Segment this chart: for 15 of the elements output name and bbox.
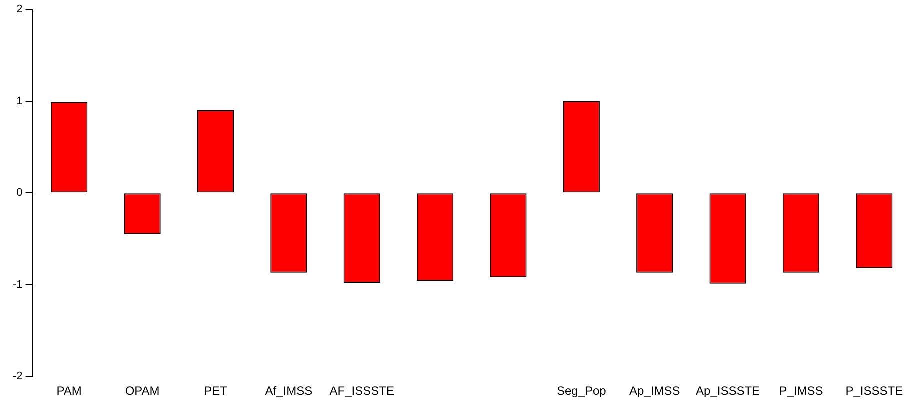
y-tick-label: 2	[16, 4, 23, 16]
x-tick-label: Ap_IMSS	[630, 384, 680, 398]
x-tick-label: OPAM	[125, 384, 160, 398]
x-tick-label: P_ISSSTE	[846, 384, 904, 398]
x-tick-label: Ap_ISSSTE	[696, 384, 760, 398]
x-tick-label: AF_ISSSTE	[330, 384, 394, 398]
x-tick-label: PET	[204, 384, 228, 398]
x-tick-label: P_IMSS	[779, 384, 824, 398]
y-tick-label: 0	[16, 187, 23, 200]
y-tick-label: 1	[16, 95, 23, 108]
x-tick-label: Seg_Pop	[556, 384, 607, 398]
x-tick-label: PAM	[56, 384, 82, 398]
y-tick-label: -2	[13, 370, 23, 383]
y-tick-label: -1	[13, 278, 23, 291]
x-tick-label: Af_IMSS	[265, 384, 313, 398]
